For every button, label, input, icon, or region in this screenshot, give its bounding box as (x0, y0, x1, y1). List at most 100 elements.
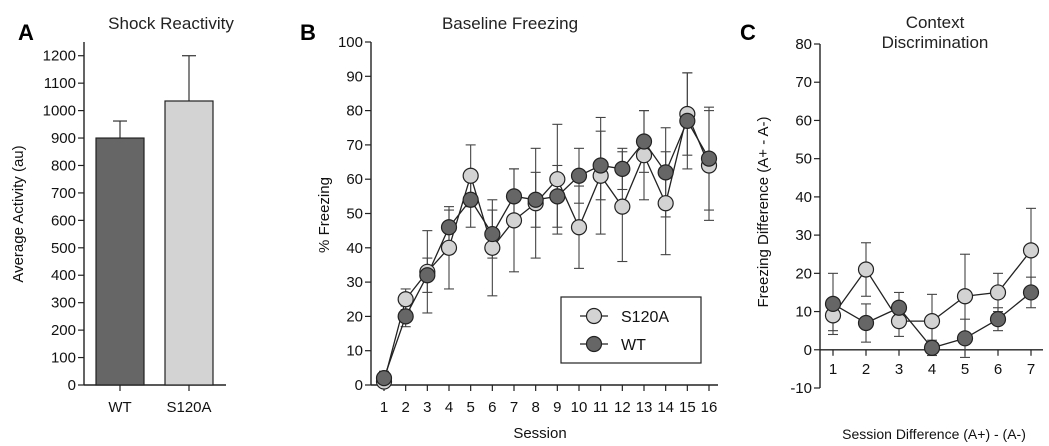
panel-a-letter: A (18, 20, 34, 45)
panel-b-s120a-point (397, 291, 414, 308)
panel-b-x-tick-label: 11 (593, 399, 609, 416)
panel-a-bar-wt (95, 137, 145, 386)
panel-a-y-tick-label: 400 (51, 267, 76, 284)
panel-b-wt-point (635, 133, 653, 150)
panel-c-wt-point (923, 339, 941, 356)
panel-c-y-tick-label: 40 (795, 189, 812, 206)
panel-a-y-tick-label: 200 (51, 322, 76, 339)
panel-c-wt-point (890, 299, 908, 316)
panel-c: C Context Discrimination Freezing Differ… (740, 13, 1043, 442)
panel-b-x-tick-label: 15 (679, 399, 696, 416)
panel-b-wt-point (592, 157, 609, 174)
panel-c-s120a-point (956, 288, 974, 305)
panel-c-x-tick-label: 1 (829, 361, 837, 378)
legend-box (560, 296, 702, 364)
panel-b-y-tick-label: 30 (346, 274, 363, 291)
panel-b-wt-point (549, 188, 566, 205)
panel-b-x-tick-label: 16 (701, 399, 718, 416)
panel-b-s120a-point (484, 239, 501, 256)
panel-c-y-tick-label: 20 (795, 265, 812, 282)
panel-c-x-tick-label: 3 (895, 361, 903, 378)
panel-b-wt-point (614, 160, 631, 178)
panel-c-y-tick-label: 30 (795, 227, 812, 244)
panel-b-wt-point (700, 150, 718, 167)
panel-a-y-tick-label: 1100 (44, 75, 76, 92)
panel-b-s120a-point (570, 219, 588, 236)
panel-b-x-tick-label: 4 (445, 399, 453, 416)
panel-a-y-tick-label: 500 (51, 240, 76, 257)
panel-b-wt-point (505, 188, 523, 205)
panel-a-y-tick-label: 1000 (43, 103, 76, 120)
panel-c-title-line-1: Context (906, 13, 965, 32)
panel-b-wt-point (679, 112, 696, 129)
panel-c-s120a-point (1022, 242, 1040, 259)
panel-c-wt-point (1022, 284, 1040, 301)
panel-b-x-tick-label: 7 (510, 399, 518, 416)
panel-b-x-tick-label: 13 (636, 399, 653, 416)
panel-c-y-tick-label: 70 (795, 74, 812, 91)
panel-b-y-tick-label: 50 (346, 206, 363, 223)
panel-b-title: Baseline Freezing (442, 14, 578, 33)
panel-c-letter: C (740, 20, 756, 45)
panel-a-y-tick-label: 100 (51, 350, 76, 367)
panel-b-wt-point (657, 164, 674, 181)
panel-b-y-tick-label: 90 (346, 68, 363, 85)
panel-a-x-tick-label: WT (108, 399, 131, 416)
panel-c-x-tick-label: 7 (1027, 361, 1035, 378)
panel-b-s120a-point (462, 167, 479, 184)
panel-b-wt-point (484, 225, 501, 243)
panel-c-y-tick-label: 10 (795, 304, 812, 321)
panel-b-x-tick-label: 14 (657, 399, 674, 416)
panel-b-x-tick-label: 12 (614, 399, 631, 416)
panel-b-s120a-point (635, 147, 653, 164)
panel-b-x-axis-label: Session (513, 425, 566, 442)
panel-b: B Baseline Freezing % Freezing Session 0… (300, 14, 718, 442)
panel-b-y-tick-label: 0 (355, 377, 363, 394)
panel-b-x-tick-label: 2 (401, 399, 409, 416)
panel-b-wt-point (527, 191, 544, 208)
panel-a-y-tick-label: 900 (51, 130, 76, 147)
panel-b-wt-point (419, 267, 436, 284)
panel-c-x-tick-label: 5 (961, 361, 969, 378)
panel-b-y-tick-label: 80 (346, 103, 363, 120)
panel-b-x-tick-label: 1 (380, 399, 388, 416)
panel-b-wt-point (440, 219, 458, 236)
panel-b-s120a-point (657, 195, 674, 212)
panel-c-x-tick-label: 4 (928, 361, 936, 378)
panel-c-y-tick-label: -10 (790, 380, 812, 397)
panel-b-s120a-point (440, 239, 458, 256)
panel-b-y-tick-label: 60 (346, 171, 363, 188)
panel-c-x-tick-label: 6 (994, 361, 1002, 378)
panel-a-y-tick-label: 700 (51, 185, 76, 202)
panel-b-x-tick-label: 10 (571, 399, 588, 416)
panel-b-wt-point (462, 191, 479, 208)
panel-b-s120a-point (505, 212, 523, 229)
panel-c-wt-point (989, 311, 1007, 328)
panel-b-wt-point (375, 370, 393, 387)
panel-b-y-tick-label: 40 (346, 240, 363, 257)
panel-b-s120a-point (614, 198, 631, 215)
legend-s120a-label: S120A (621, 309, 669, 326)
panel-c-x-axis-label: Session Difference (A+) - (A-) (842, 426, 1026, 442)
panel-b-y-tick-label: 70 (346, 137, 363, 154)
panel-c-wt-point (824, 295, 842, 313)
panel-b-x-tick-label: 5 (466, 399, 474, 416)
legend-s120a-marker (585, 307, 603, 325)
panel-c-s120a-point (890, 313, 908, 330)
panel-a-y-tick-label: 1200 (43, 48, 76, 65)
panel-b-x-tick-label: 6 (488, 399, 496, 416)
panel-a-y-axis-label: Average Activity (au) (10, 145, 27, 282)
panel-b-wt-line (383, 119, 710, 379)
panel-b-letter: B (300, 20, 316, 45)
panel-c-x-tick-label: 2 (862, 361, 870, 378)
panel-a: A Shock Reactivity Average Activity (au)… (10, 14, 234, 416)
panel-c-wt-point (956, 330, 974, 347)
panel-b-wt-point (397, 308, 414, 325)
panel-c-y-tick-label: 50 (795, 151, 812, 168)
legend-wt-marker (585, 335, 603, 353)
panel-b-y-tick-label: 100 (338, 34, 363, 51)
panel-c-y-tick-label: 60 (795, 112, 812, 129)
panel-c-title-line-2: Discrimination (882, 33, 989, 52)
panel-a-y-tick-label: 600 (51, 212, 76, 229)
